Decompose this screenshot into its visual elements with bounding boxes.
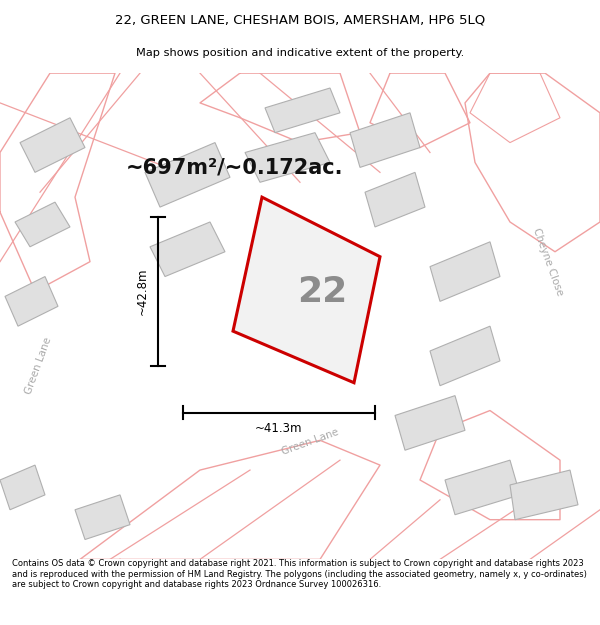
Polygon shape	[80, 440, 380, 559]
Polygon shape	[0, 73, 115, 291]
Polygon shape	[150, 222, 225, 276]
Polygon shape	[0, 465, 45, 510]
Text: 22: 22	[297, 275, 347, 309]
Polygon shape	[470, 73, 560, 142]
Polygon shape	[20, 118, 85, 172]
Polygon shape	[15, 202, 70, 247]
Polygon shape	[420, 411, 560, 519]
Polygon shape	[395, 396, 465, 450]
Text: Contains OS data © Crown copyright and database right 2021. This information is : Contains OS data © Crown copyright and d…	[12, 559, 587, 589]
Polygon shape	[233, 197, 380, 382]
Polygon shape	[245, 132, 330, 182]
Text: Green Lane: Green Lane	[280, 428, 340, 458]
Polygon shape	[350, 113, 420, 168]
Text: ~697m²/~0.172ac.: ~697m²/~0.172ac.	[126, 158, 344, 177]
Polygon shape	[510, 470, 578, 519]
Polygon shape	[265, 88, 340, 132]
Text: Cheyne Close: Cheyne Close	[531, 226, 565, 297]
Polygon shape	[445, 460, 520, 515]
Polygon shape	[430, 326, 500, 386]
Polygon shape	[370, 73, 470, 148]
Polygon shape	[365, 173, 425, 227]
Polygon shape	[145, 142, 230, 207]
Text: ~42.8m: ~42.8m	[136, 268, 149, 315]
Polygon shape	[430, 242, 500, 301]
Polygon shape	[75, 495, 130, 539]
Text: 22, GREEN LANE, CHESHAM BOIS, AMERSHAM, HP6 5LQ: 22, GREEN LANE, CHESHAM BOIS, AMERSHAM, …	[115, 14, 485, 27]
Text: Map shows position and indicative extent of the property.: Map shows position and indicative extent…	[136, 48, 464, 58]
Text: ~41.3m: ~41.3m	[255, 422, 303, 435]
Polygon shape	[200, 73, 360, 142]
Text: Green Lane: Green Lane	[23, 336, 53, 396]
Polygon shape	[465, 73, 600, 252]
Polygon shape	[5, 276, 58, 326]
